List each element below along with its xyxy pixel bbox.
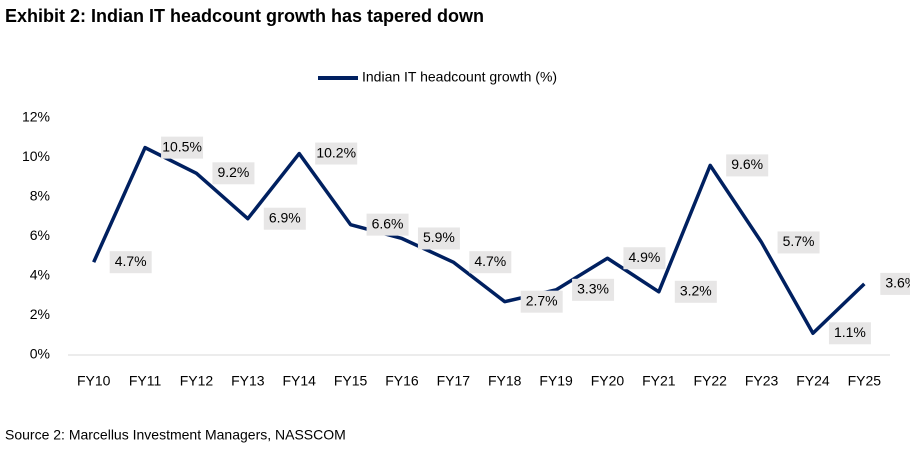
data-label: 9.6% xyxy=(731,156,763,172)
data-label: 4.7% xyxy=(474,253,506,269)
data-label: 10.2% xyxy=(316,144,356,160)
x-tick-label: FY18 xyxy=(488,373,522,389)
y-tick-label: 12% xyxy=(22,109,50,125)
x-tick-label: FY14 xyxy=(282,373,316,389)
label-bg xyxy=(572,278,615,301)
x-tick-label: FY17 xyxy=(437,373,471,389)
y-tick-label: 8% xyxy=(30,188,50,204)
data-label: 2.7% xyxy=(526,292,558,308)
label-bg xyxy=(366,213,409,236)
label-bg xyxy=(726,154,769,177)
x-tick-label: FY10 xyxy=(77,373,111,389)
chart-title: Exhibit 2: Indian IT headcount growth ha… xyxy=(5,6,484,26)
label-bg xyxy=(212,162,255,185)
data-label: 3.6% xyxy=(885,275,910,291)
x-tick-label: FY13 xyxy=(231,373,265,389)
x-tick-label: FY24 xyxy=(796,373,830,389)
data-label: 3.2% xyxy=(680,283,712,299)
label-bg xyxy=(161,136,204,159)
label-bg xyxy=(263,207,306,230)
x-tick-label: FY11 xyxy=(129,373,162,389)
data-label: 4.9% xyxy=(628,249,660,265)
label-bg xyxy=(469,251,512,274)
data-label: 5.9% xyxy=(423,229,455,245)
data-label: 6.9% xyxy=(269,209,301,225)
data-label: 9.2% xyxy=(217,164,249,180)
source-note: Source 2: Marcellus Investment Managers,… xyxy=(5,427,346,443)
label-bg xyxy=(109,251,152,274)
data-label: 1.1% xyxy=(834,324,866,340)
data-label: 3.3% xyxy=(577,281,609,297)
label-bg xyxy=(777,231,820,254)
x-tick-label: FY20 xyxy=(591,373,625,389)
y-tick-label: 6% xyxy=(30,227,50,243)
label-bg xyxy=(828,322,871,345)
y-tick-label: 0% xyxy=(30,346,50,362)
data-label: 4.7% xyxy=(115,253,147,269)
label-bg xyxy=(417,227,460,250)
label-bg xyxy=(880,272,910,295)
series-line xyxy=(92,145,866,336)
y-tick-label: 10% xyxy=(22,148,50,164)
x-tick-label: FY12 xyxy=(180,373,214,389)
label-bg xyxy=(623,247,666,270)
label-bg xyxy=(520,290,563,313)
x-tick-label: FY16 xyxy=(385,373,419,389)
x-tick-label: FY15 xyxy=(334,373,368,389)
y-tick-label: 2% xyxy=(30,306,50,322)
x-tick-label: FY22 xyxy=(693,373,727,389)
x-tick-label: FY21 xyxy=(642,373,676,389)
x-tick-label: FY23 xyxy=(745,373,779,389)
data-label: 10.5% xyxy=(162,138,202,154)
y-tick-label: 4% xyxy=(30,267,50,283)
x-tick-label: FY19 xyxy=(539,373,573,389)
data-label: 6.6% xyxy=(372,215,404,231)
x-tick-label: FY25 xyxy=(848,373,882,389)
data-label: 5.7% xyxy=(783,233,815,249)
label-bg xyxy=(674,280,717,303)
label-bg xyxy=(315,142,358,165)
legend-label: Indian IT headcount growth (%) xyxy=(362,69,557,85)
